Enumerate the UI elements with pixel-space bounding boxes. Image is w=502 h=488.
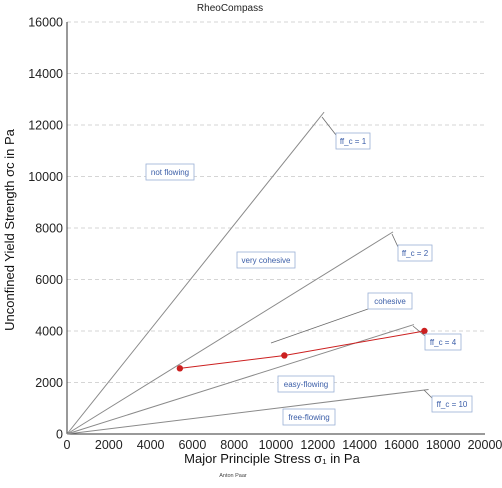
x-tick-label: 0 — [64, 438, 71, 452]
region-label: easy-flowing — [277, 375, 335, 393]
y-tick-label: 14000 — [28, 67, 63, 81]
ff-line-label-text: ff_c = 2 — [402, 249, 429, 258]
y-tick-label: 8000 — [35, 222, 63, 236]
region-label-text: very cohesive — [242, 256, 291, 265]
data-point — [176, 365, 184, 372]
y-tick-label: 2000 — [35, 376, 63, 390]
ff-line-label-text: ff_c = 1 — [340, 137, 367, 146]
ff-line — [66, 324, 415, 435]
ff-line — [66, 231, 394, 435]
region-label-text: cohesive — [374, 297, 406, 306]
ff-lines — [66, 111, 429, 435]
y-tick-label: 4000 — [35, 325, 63, 339]
label-leaders — [270, 116, 433, 399]
region-label-box — [277, 375, 335, 393]
label-leader — [412, 325, 426, 337]
x-tick-label: 14000 — [342, 438, 377, 452]
app-title: RheoCompass — [197, 3, 263, 14]
region-label-text: easy-flowing — [284, 380, 328, 389]
region-label-text: not flowing — [151, 168, 189, 177]
y-tick-label: 6000 — [35, 273, 63, 287]
y-tick-label: 0 — [56, 428, 63, 442]
x-tick-label: 16000 — [384, 438, 419, 452]
x-tick-label: 2000 — [95, 438, 123, 452]
ff-line-label-text: ff_c = 10 — [437, 400, 468, 409]
x-tick-label: 20000 — [468, 438, 502, 452]
region-label: very cohesive — [236, 251, 296, 269]
axes — [66, 22, 485, 435]
region-label-box — [367, 292, 413, 310]
ff-line-label: ff_c = 4 — [424, 333, 462, 351]
ff-line-label: ff_c = 2 — [397, 244, 433, 262]
ff-line-label-text: ff_c = 4 — [430, 338, 457, 347]
y-tick-label: 10000 — [28, 170, 63, 184]
y-tick-label: 12000 — [28, 119, 63, 133]
label-leader — [391, 233, 399, 248]
x-axis-title: Major Principle Stress σ₁ in Pa — [184, 451, 360, 466]
footer-text: Anton Paar — [219, 473, 247, 479]
ff-line-label-box — [424, 333, 462, 351]
ff-line-label: ff_c = 1 — [335, 132, 371, 150]
region-label-text: free-flowing — [288, 413, 329, 422]
label-leader — [423, 389, 433, 399]
grid-lines — [67, 21, 485, 383]
tick-labels: 0 2000 4000 6000 8000 10000 12000 14000 16000 0 20… — [28, 16, 502, 453]
ff-line-label-box — [431, 395, 473, 413]
region-label: cohesive — [367, 292, 413, 310]
ff-line-label: ff_c = 10 — [431, 395, 473, 413]
data-point — [421, 327, 428, 335]
x-tick-label: 18000 — [426, 438, 461, 452]
y-axis-title: Unconfined Yield Strength σc in Pa — [2, 128, 17, 330]
data-point — [281, 352, 288, 359]
label-leader — [321, 116, 337, 136]
region-label-box — [282, 408, 336, 426]
y-tick-label: 16000 — [28, 16, 63, 30]
region-label-box — [236, 251, 296, 269]
ff-line-label-box — [397, 244, 433, 262]
region-label: not flowing — [145, 163, 195, 181]
region-label: free-flowing — [282, 408, 336, 426]
data-series — [176, 327, 428, 372]
ff-line — [66, 111, 325, 435]
x-tick-label: 10000 — [259, 438, 294, 452]
label-leader — [270, 308, 369, 344]
x-tick-label: 12000 — [300, 438, 335, 452]
line-labels: ff_c = 1 ff_c = 2 ff_c = 4 ff_c = 10 not flo… — [145, 132, 473, 426]
x-tick-label: 6000 — [178, 438, 206, 452]
x-tick-label: 8000 — [220, 438, 248, 452]
region-label-box — [145, 163, 195, 181]
ff-line — [66, 388, 429, 435]
ff-line-label-box — [335, 132, 371, 150]
series-line — [179, 330, 425, 369]
x-tick-label: 4000 — [137, 438, 165, 452]
